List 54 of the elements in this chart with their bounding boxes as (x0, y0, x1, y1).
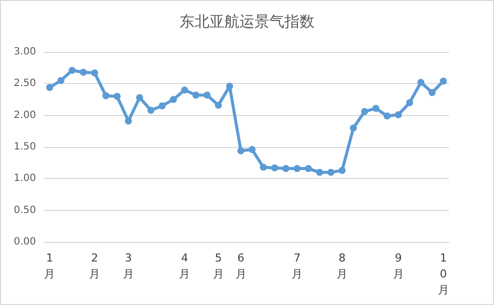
point (394, 111, 402, 118)
x-tick-label: 1月 (44, 252, 56, 280)
x-tick-label: 3月 (122, 252, 134, 280)
point (428, 89, 436, 96)
x-tick-label: 7月 (292, 252, 303, 280)
point (248, 146, 256, 154)
point (316, 168, 324, 176)
point (327, 168, 334, 176)
point (158, 102, 166, 110)
y-tick-label: 0.50 (14, 204, 36, 216)
y-tick-label: 2.50 (14, 78, 36, 90)
x-tick-label: 4月 (179, 252, 190, 280)
y-tick-label: 3.00 (14, 46, 36, 58)
point (214, 102, 222, 109)
y-tick-label: 1.50 (14, 142, 36, 152)
point (237, 147, 244, 154)
point (170, 96, 177, 103)
point (124, 118, 132, 125)
y-tick-label: 2.00 (14, 110, 36, 121)
point (102, 92, 110, 100)
point (226, 82, 234, 90)
x-tick-label: 2月 (89, 252, 100, 280)
point (372, 104, 380, 112)
point (260, 164, 267, 171)
x-tick-label: 8月 (336, 252, 348, 280)
point (361, 108, 368, 116)
point (294, 165, 301, 172)
point (350, 124, 357, 132)
point (80, 68, 87, 76)
point (417, 78, 424, 86)
point (282, 165, 290, 172)
x-tick-label: 5月 (212, 252, 224, 280)
point (304, 165, 312, 172)
x-tick-label: 6月 (235, 252, 246, 280)
point (91, 69, 98, 76)
chart-title: 东北亚航运景气指数 (180, 12, 314, 30)
point (46, 84, 54, 91)
point (204, 92, 211, 99)
point (147, 106, 154, 114)
point (338, 166, 346, 174)
point (192, 92, 200, 99)
point (68, 66, 76, 74)
point (406, 99, 414, 106)
point (181, 86, 188, 94)
y-tick-label: 1.00 (14, 173, 36, 184)
point (136, 94, 144, 102)
x-tick-label: 10月 (438, 252, 449, 296)
point (57, 77, 64, 84)
point (440, 78, 447, 85)
point (384, 112, 391, 120)
x-tick-label: 9月 (392, 252, 404, 280)
y-tick-label: 0.00 (14, 236, 36, 248)
point (114, 92, 121, 100)
point (271, 164, 278, 172)
